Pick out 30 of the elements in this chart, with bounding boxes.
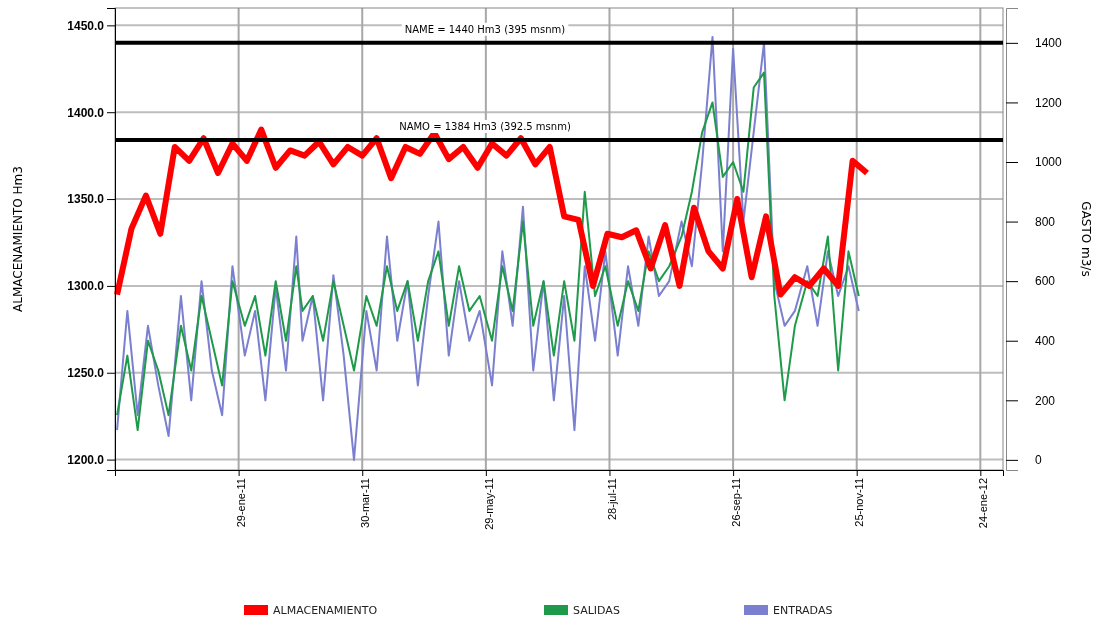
y-axis-title: ALMACENAMIENTO Hm3 (11, 166, 25, 312)
x-tick-label: 28-jul-11 (606, 478, 619, 520)
y2-tick-label: 600 (1035, 274, 1056, 289)
line-series (116, 35, 860, 461)
x-tick-label: 25-nov-11 (853, 478, 866, 527)
ref-line-label: NAMO = 1384 Hm3 (392.5 msnm) (399, 121, 571, 132)
y2-tick-label: 0 (1035, 453, 1042, 468)
y2-tick-label: 1400 (1035, 36, 1063, 51)
y2-axis-title: GASTO m3/s (1079, 201, 1093, 277)
y2-tick-label: 800 (1035, 214, 1056, 229)
y2-tick-label: 200 (1035, 393, 1056, 408)
y-tick-label: 1350.0 (67, 192, 105, 207)
y-tick-label: 1450.0 (67, 18, 105, 33)
y-tick-label: 1300.0 (67, 279, 105, 294)
y-tick-label: 1200.0 (67, 452, 105, 467)
y2-tick-label: 1200 (1035, 95, 1063, 110)
x-tick-label: 29-ene-11 (235, 478, 248, 528)
x-tick-label: 29-may-11 (482, 478, 495, 530)
y-tick-label: 1250.0 (67, 366, 105, 381)
x-tick-label: 26-sep-11 (729, 478, 742, 527)
x-tick-label: 30-mar-11 (358, 478, 371, 528)
line-series (116, 71, 860, 432)
x-tick-label: 24-ene-12 (977, 478, 990, 529)
legend-label: ALMACENAMIENTO (273, 604, 378, 617)
y-tick-label: 1400.0 (67, 105, 105, 120)
y2-tick-label: 1000 (1035, 155, 1063, 170)
y2-tick-label: 400 (1035, 334, 1056, 349)
legend-label: ENTRADAS (773, 604, 833, 617)
ref-line-label: NAME = 1440 Hm3 (395 msnm) (404, 23, 566, 35)
legend-label: SALIDAS (573, 604, 620, 617)
